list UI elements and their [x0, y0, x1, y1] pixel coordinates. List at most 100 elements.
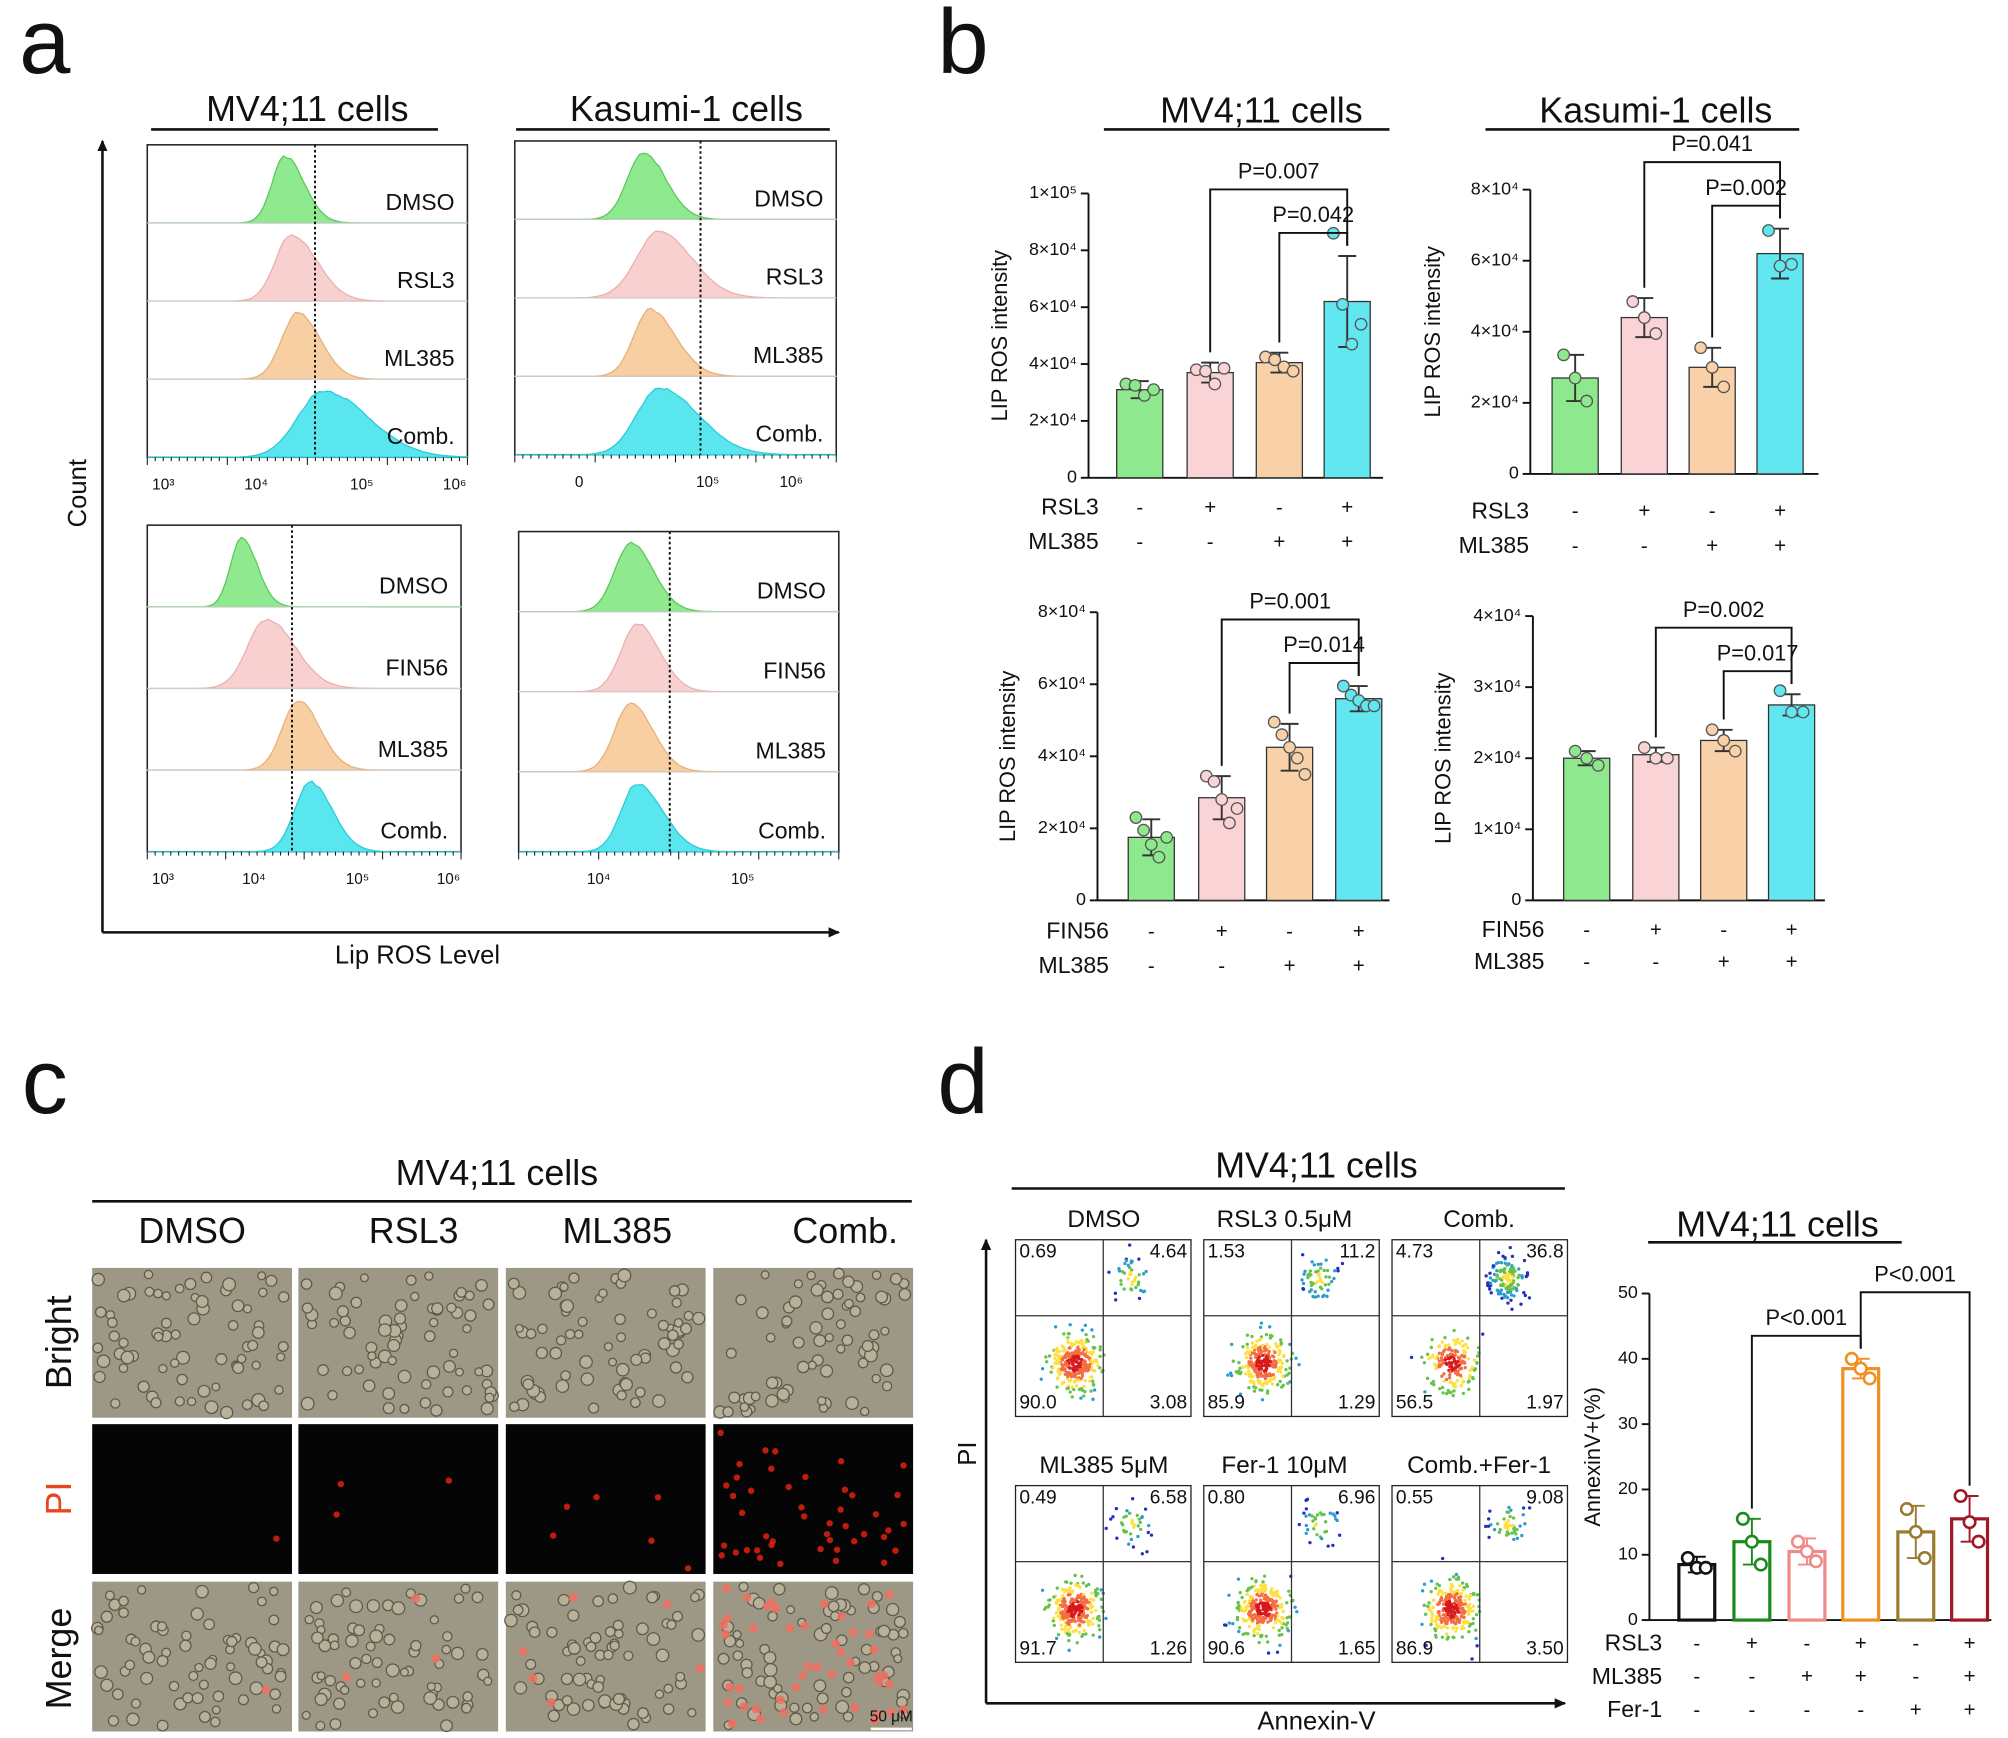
event — [1088, 1602, 1092, 1607]
cell — [204, 1400, 219, 1415]
data-point — [1796, 705, 1810, 719]
pi-signal — [748, 1623, 758, 1633]
data-point — [1267, 715, 1281, 729]
y-tick-label: 0 — [1511, 889, 1521, 909]
event — [1270, 1587, 1274, 1591]
event — [1506, 1519, 1511, 1523]
event — [1436, 1616, 1440, 1620]
pi-signal — [798, 1504, 805, 1511]
quadrant-value: 0.55 — [1396, 1487, 1433, 1508]
cell — [671, 1610, 683, 1622]
cell — [546, 1626, 558, 1638]
event — [1252, 1612, 1257, 1617]
event — [1450, 1348, 1454, 1353]
event — [1250, 1345, 1255, 1349]
cell — [387, 1338, 401, 1353]
micrograph — [713, 1424, 914, 1574]
cell — [195, 1584, 209, 1599]
event — [1091, 1334, 1096, 1339]
cell — [512, 1604, 524, 1616]
event — [1284, 1623, 1288, 1627]
event — [1496, 1260, 1501, 1265]
event — [1461, 1581, 1465, 1585]
event — [1311, 1519, 1315, 1523]
cell — [482, 1298, 495, 1311]
event — [1247, 1369, 1251, 1373]
pi-signal — [894, 1491, 901, 1499]
cell — [454, 1367, 464, 1377]
cell — [176, 1373, 188, 1386]
event — [1057, 1599, 1061, 1603]
micrograph — [92, 1424, 292, 1574]
cell — [880, 1326, 890, 1336]
cell — [94, 1665, 108, 1679]
event — [1259, 1598, 1263, 1602]
cell — [387, 1355, 398, 1366]
data-point — [1230, 802, 1244, 815]
cell — [680, 1322, 693, 1335]
event — [1260, 1363, 1265, 1368]
event — [1507, 1523, 1512, 1527]
event — [1280, 1626, 1284, 1630]
event — [1063, 1608, 1068, 1612]
event — [1127, 1542, 1131, 1546]
event — [1231, 1359, 1235, 1363]
event — [1099, 1588, 1103, 1592]
event — [1065, 1362, 1069, 1366]
cell — [327, 1389, 338, 1401]
data-point — [1799, 1544, 1814, 1559]
event — [1104, 1526, 1108, 1531]
pi-signal — [753, 1547, 761, 1554]
column-label: ML385 — [562, 1211, 672, 1251]
cell — [525, 1328, 537, 1340]
data-point — [1773, 684, 1787, 698]
cell — [717, 1652, 730, 1665]
sample-label: DMSO — [757, 577, 826, 603]
cell — [329, 1718, 342, 1731]
event — [1449, 1605, 1453, 1609]
event — [1072, 1372, 1076, 1376]
cell — [106, 1317, 118, 1329]
event — [1307, 1513, 1312, 1517]
event — [1259, 1374, 1264, 1378]
event — [1080, 1620, 1084, 1624]
event — [1129, 1259, 1134, 1263]
event — [1060, 1357, 1064, 1362]
event — [1449, 1362, 1453, 1366]
cell — [431, 1302, 444, 1315]
event — [1068, 1586, 1072, 1590]
event — [1260, 1398, 1265, 1402]
event — [1511, 1279, 1516, 1283]
cell — [442, 1631, 453, 1642]
micrograph — [713, 1581, 914, 1732]
condition-value: + — [1353, 920, 1365, 943]
event — [1285, 1601, 1289, 1605]
pi-signal — [817, 1545, 824, 1553]
event — [1264, 1616, 1268, 1620]
event — [1060, 1382, 1064, 1386]
event — [1460, 1339, 1464, 1343]
cell — [231, 1361, 245, 1375]
cell — [100, 1678, 114, 1692]
cell — [92, 1342, 104, 1354]
event — [1066, 1609, 1070, 1614]
event — [1508, 1514, 1512, 1519]
scale-bar-label: 50 μM — [870, 1708, 913, 1725]
event — [1067, 1648, 1071, 1652]
cell — [668, 1285, 681, 1297]
event — [1310, 1514, 1314, 1518]
cell — [453, 1593, 465, 1604]
column-label: RSL3 — [369, 1211, 459, 1251]
event — [1255, 1621, 1260, 1625]
event — [1448, 1373, 1452, 1377]
cell — [464, 1309, 477, 1322]
axis-label: Annexin-V — [1257, 1707, 1375, 1735]
cell — [646, 1632, 661, 1646]
cell — [609, 1640, 620, 1651]
event — [1466, 1612, 1471, 1617]
event — [1510, 1254, 1515, 1259]
event — [1237, 1360, 1241, 1365]
event — [1454, 1599, 1458, 1603]
event — [1122, 1287, 1126, 1291]
event — [1278, 1379, 1282, 1384]
